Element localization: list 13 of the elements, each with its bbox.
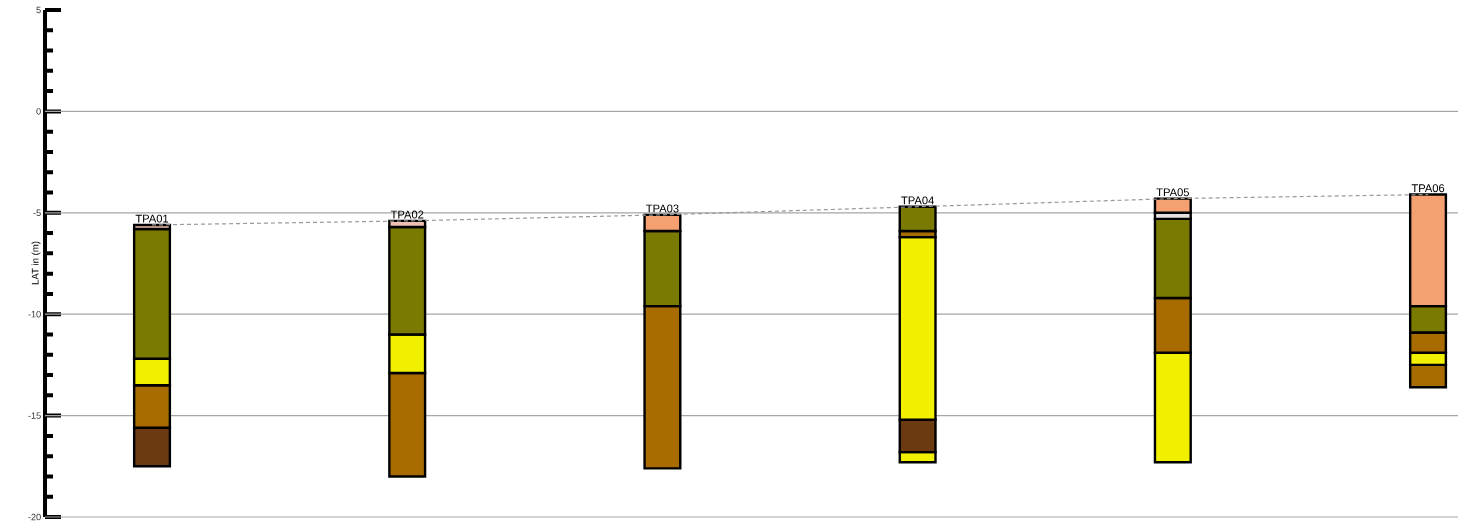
x-tick-label: TPA03	[646, 204, 679, 213]
x-tick-label: TPA06	[1411, 184, 1445, 193]
y-tick-label: -10	[28, 310, 41, 318]
y-tick-label: 5	[36, 6, 41, 14]
y-tick-label: -20	[28, 513, 41, 521]
y-tick-label: -5	[33, 209, 41, 216]
x-tick-label: TPA04	[901, 196, 934, 205]
x-tick-label: TPA01	[135, 214, 169, 223]
y-tick-label: 0	[36, 108, 41, 115]
x-tick-label: TPA02	[390, 210, 424, 219]
y-axis-title: LAT in (m)	[31, 241, 41, 285]
y-tick-label: -15	[28, 412, 41, 419]
x-tick-label: TPA05	[1156, 188, 1190, 197]
